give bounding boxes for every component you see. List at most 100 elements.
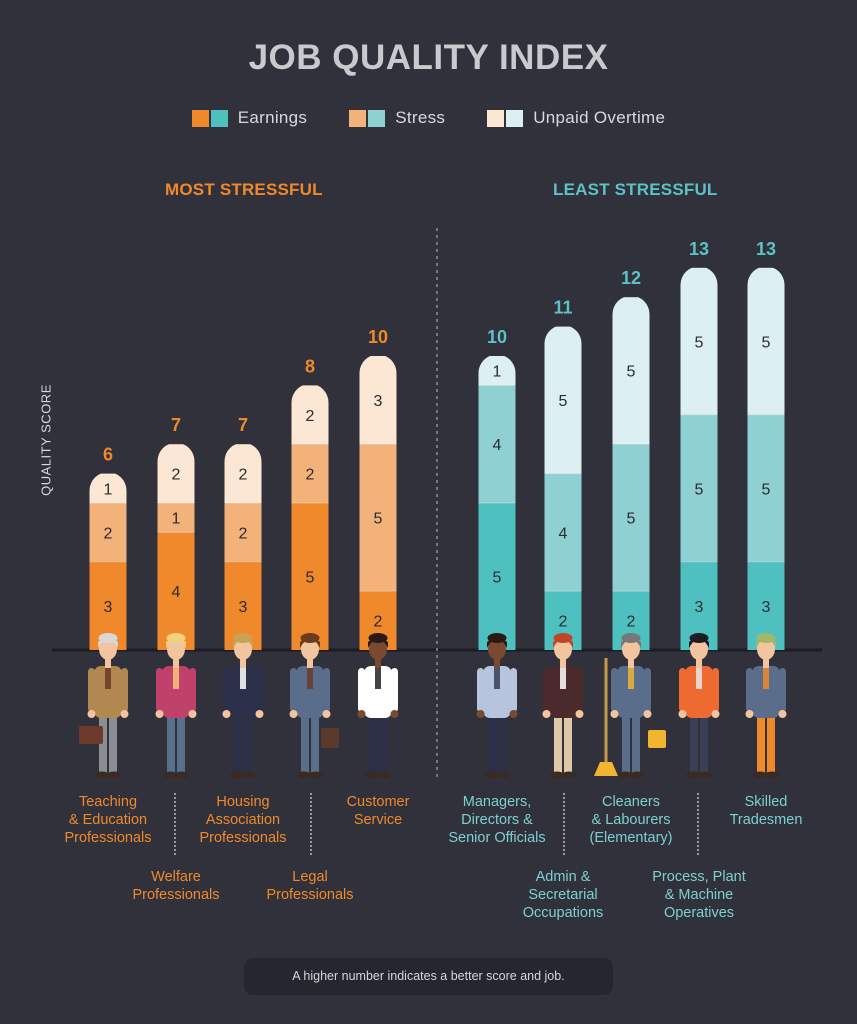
job-label: Housing Association Professionals: [163, 793, 323, 847]
bar-total-label: 13: [756, 239, 776, 259]
job-label-line: Directors &: [461, 812, 533, 828]
job-label: Process, Plant & Machine Operatives: [619, 868, 779, 922]
legend-label: Stress: [395, 108, 446, 127]
bar-segment-unpaid-overtime: [359, 356, 397, 445]
job-label-line: Customer: [346, 794, 410, 810]
bar-total-label: 8: [305, 356, 315, 376]
bar-segment-unpaid-overtime: [747, 267, 785, 415]
bar-segment-stress: [680, 414, 718, 562]
manager-figure: [476, 633, 518, 779]
job-label: Welfare Professionals: [96, 868, 256, 904]
job-label-line: & Education: [68, 812, 148, 828]
bar-segment-unpaid-overtime: [157, 444, 195, 503]
group-heading-most-stressful: MOST STRESSFUL: [165, 180, 323, 199]
legend-label: Earnings: [237, 108, 308, 127]
legend-item-unpaid-overtime: Unpaid Overtime: [487, 108, 665, 128]
segment-value-label: 5: [374, 511, 383, 528]
segment-value-label: 2: [627, 614, 636, 631]
bar-segment-unpaid-overtime: [291, 385, 329, 445]
legend-swatch-teal: [368, 109, 386, 127]
job-label-line: Welfare: [151, 869, 201, 885]
legal-briefcase-icon: [321, 728, 339, 748]
job-label: Customer Service: [298, 793, 458, 829]
job-label: Managers, Directors & Senior Officials: [417, 793, 577, 847]
bar-segment-earnings: [157, 532, 195, 650]
label-separator: [563, 793, 565, 855]
bar-segment-unpaid-overtime: [612, 297, 650, 445]
label-separator: [697, 793, 699, 855]
bar: 2 4 5 11: [544, 298, 582, 650]
job-label-line: Managers,: [462, 794, 532, 810]
bar-total-label: 11: [553, 298, 572, 318]
chart: 3216412732275228253105411024511255123551…: [52, 228, 822, 780]
bar-segment-unpaid-overtime: [89, 473, 127, 503]
segment-value-label: 2: [172, 467, 181, 484]
bar-total-label: 7: [171, 415, 181, 435]
job-label: Teaching & Education Professionals: [28, 793, 188, 847]
legend-swatch-orange: [349, 109, 367, 127]
legend-item-earnings: Earnings: [191, 108, 308, 128]
bar-segment-stress: [359, 444, 397, 592]
segment-value-label: 2: [374, 614, 383, 631]
segment-value-label: 5: [627, 511, 636, 528]
segment-value-label: 5: [695, 481, 704, 498]
job-label: Skilled Tradesmen: [686, 793, 846, 829]
legend-item-stress: Stress: [349, 108, 445, 128]
bar-segment-stress: [544, 473, 582, 592]
bar: 4 1 2 7: [157, 415, 195, 650]
segment-value-label: 1: [493, 364, 502, 381]
teacher-figure: [87, 633, 129, 779]
job-label-line: (Elementary): [589, 830, 673, 846]
job-label-line: Professionals: [64, 830, 152, 846]
bar-segment-unpaid-overtime: [544, 326, 582, 474]
bar-total-label: 10: [368, 327, 388, 347]
segment-value-label: 5: [559, 393, 568, 410]
segment-value-label: 2: [306, 408, 315, 425]
segment-value-label: 1: [172, 511, 181, 528]
bar-segment-unpaid-overtime: [478, 356, 516, 386]
job-label-line: Senior Officials: [448, 830, 546, 846]
bar-segment-stress: [89, 503, 127, 562]
label-separator: [174, 793, 176, 855]
segment-value-label: 2: [104, 525, 113, 542]
job-label: Admin & Secretarial Occupations: [483, 868, 643, 922]
welfare-worker-figure: [155, 633, 197, 779]
legend-swatch-orange: [487, 109, 505, 127]
bar-segment-earnings: [291, 503, 329, 650]
segment-value-label: 1: [104, 481, 113, 498]
job-label-line: Occupations: [522, 905, 604, 921]
bar-segment-stress: [747, 414, 785, 562]
bar-total-label: 12: [621, 268, 641, 288]
bar-segment-earnings: [478, 503, 516, 650]
segment-value-label: 5: [762, 334, 771, 351]
job-label-line: & Labourers: [591, 812, 671, 828]
cleaner-figure: [610, 633, 652, 779]
segment-value-label: 3: [695, 599, 704, 616]
bar-segment-unpaid-overtime: [224, 444, 262, 503]
bar: 5 4 1 10: [478, 327, 516, 650]
job-label-line: Tradesmen: [729, 812, 803, 828]
job-label-line: Service: [353, 812, 403, 828]
bar: 3 5 5 13: [680, 239, 718, 650]
legend-swatch-teal: [506, 109, 524, 127]
job-label-line: Secretarial: [528, 887, 598, 903]
segment-value-label: 3: [104, 599, 113, 616]
job-label-line: Professionals: [199, 830, 287, 846]
job-label-line: Association: [205, 812, 281, 828]
admin-figure: [542, 633, 584, 779]
legend-swatch-orange: [191, 109, 209, 127]
bar-segment-unpaid-overtime: [680, 267, 718, 415]
tradesman-figure: [745, 633, 787, 779]
label-separator: [310, 793, 312, 855]
housing-professional-figure: [222, 633, 264, 779]
bar-segment-stress: [157, 503, 195, 533]
segment-value-label: 3: [239, 599, 248, 616]
legend-swatch-teal: [210, 109, 228, 127]
segment-value-label: 5: [627, 364, 636, 381]
segment-value-label: 2: [559, 614, 568, 631]
bar: 3 2 2 7: [224, 415, 262, 650]
segment-value-label: 3: [762, 599, 771, 616]
machine-operative-figure: [678, 633, 720, 779]
job-label-line: Cleaners: [601, 794, 661, 810]
